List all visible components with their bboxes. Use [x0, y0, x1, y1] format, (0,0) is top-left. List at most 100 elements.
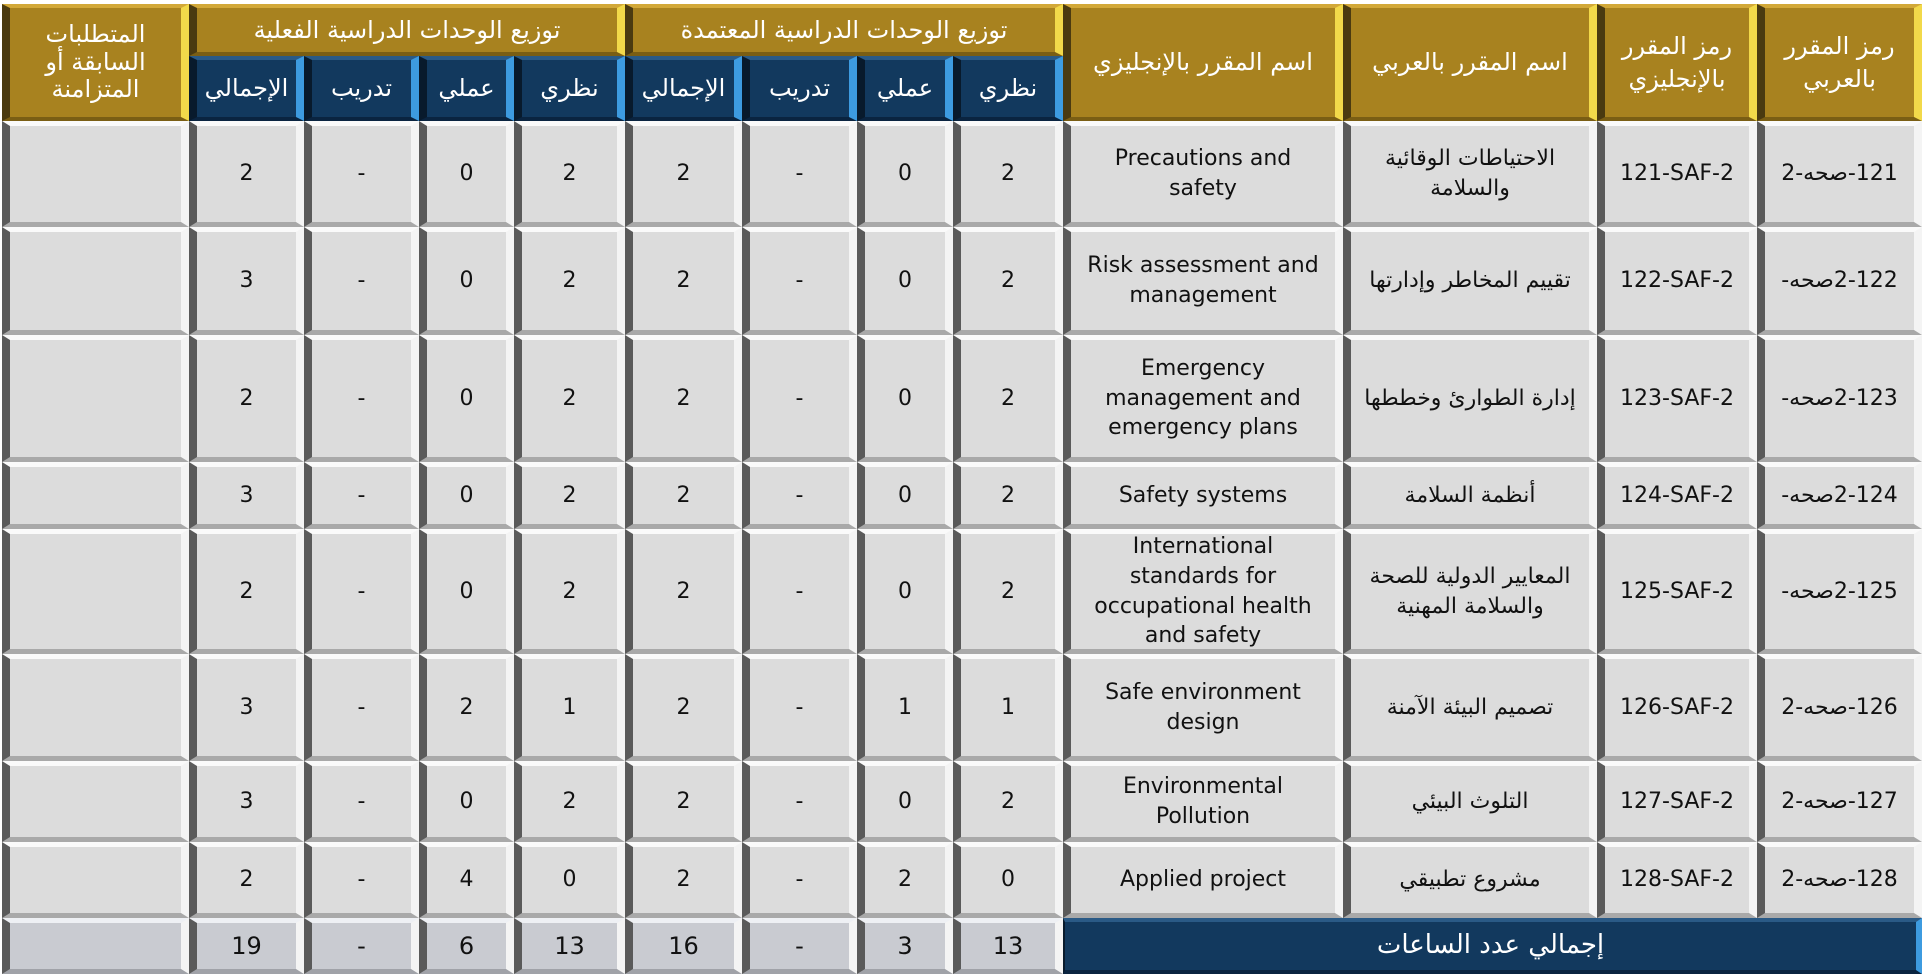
accredited-training: - — [742, 761, 857, 842]
subheader-actual-theory: نظري — [514, 56, 625, 121]
course-code-en: 122-SAF-2 — [1597, 227, 1757, 335]
actual-total: 2 — [189, 335, 304, 462]
header-actual-units: توزيع الوحدات الدراسية الفعلية — [189, 4, 625, 56]
accredited-practical: 0 — [857, 121, 953, 227]
course-code-ar: 2-125صحه- — [1757, 529, 1922, 654]
actual-training: - — [304, 121, 419, 227]
accredited-total: 2 — [625, 462, 742, 529]
actual-practical: 0 — [419, 227, 514, 335]
course-plan-table: رمز المقرر بالعربي رمز المقرر بالإنجليزي… — [2, 4, 1922, 974]
actual-training: - — [304, 462, 419, 529]
prerequisite — [2, 842, 189, 918]
accredited-training: - — [742, 529, 857, 654]
subheader-accredited-training: تدريب — [742, 56, 857, 121]
actual-training: - — [304, 335, 419, 462]
course-name-en: Risk assessment and management — [1063, 227, 1343, 335]
prerequisite — [2, 335, 189, 462]
actual-practical: 0 — [419, 529, 514, 654]
accredited-practical: 0 — [857, 529, 953, 654]
course-code-en: 127-SAF-2 — [1597, 761, 1757, 842]
actual-practical: 0 — [419, 335, 514, 462]
actual-theory: 2 — [514, 335, 625, 462]
accredited-theory: 2 — [953, 529, 1063, 654]
course-name-en: Environmental Pollution — [1063, 761, 1343, 842]
actual-training: - — [304, 654, 419, 761]
subheader-accredited-total: الإجمالي — [625, 56, 742, 121]
total-actual-practical: 6 — [419, 918, 514, 974]
total-accredited-practical: 3 — [857, 918, 953, 974]
actual-training: - — [304, 842, 419, 918]
course-code-en: 126-SAF-2 — [1597, 654, 1757, 761]
accredited-total: 2 — [625, 842, 742, 918]
total-accredited-training: - — [742, 918, 857, 974]
actual-training: - — [304, 227, 419, 335]
course-name-ar: تصميم البيئة الآمنة — [1343, 654, 1597, 761]
course-code-ar: 126-صحه-2 — [1757, 654, 1922, 761]
actual-practical: 0 — [419, 462, 514, 529]
actual-total: 3 — [189, 654, 304, 761]
course-name-ar: الاحتياطات الوقائية والسلامة — [1343, 121, 1597, 227]
course-name-ar: إدارة الطوارئ وخططها — [1343, 335, 1597, 462]
prerequisite — [2, 227, 189, 335]
accredited-theory: 2 — [953, 462, 1063, 529]
accredited-theory: 1 — [953, 654, 1063, 761]
accredited-total: 2 — [625, 761, 742, 842]
course-name-ar: مشروع تطبيقي — [1343, 842, 1597, 918]
course-code-ar: 2-123صحه- — [1757, 335, 1922, 462]
subheader-accredited-theory: نظري — [953, 56, 1063, 121]
course-name-en: Safety systems — [1063, 462, 1343, 529]
course-code-en: 128-SAF-2 — [1597, 842, 1757, 918]
total-accredited-total: 16 — [625, 918, 742, 974]
course-code-en: 123-SAF-2 — [1597, 335, 1757, 462]
total-actual-training: - — [304, 918, 419, 974]
header-accredited-units: توزيع الوحدات الدراسية المعتمدة — [625, 4, 1063, 56]
course-code-ar: 121-صحه-2 — [1757, 121, 1922, 227]
course-code-en: 124-SAF-2 — [1597, 462, 1757, 529]
accredited-total: 2 — [625, 654, 742, 761]
course-name-en: Precautions and safety — [1063, 121, 1343, 227]
course-code-ar: 127-صحه-2 — [1757, 761, 1922, 842]
course-name-ar: المعايير الدولية للصحة والسلامة المهنية — [1343, 529, 1597, 654]
accredited-total: 2 — [625, 529, 742, 654]
header-code-en: رمز المقرر بالإنجليزي — [1597, 4, 1757, 121]
actual-total: 2 — [189, 121, 304, 227]
accredited-total: 2 — [625, 121, 742, 227]
actual-total: 2 — [189, 529, 304, 654]
course-name-en: Emergency management and emergency plans — [1063, 335, 1343, 462]
actual-theory: 2 — [514, 462, 625, 529]
accredited-training: - — [742, 654, 857, 761]
actual-theory: 2 — [514, 761, 625, 842]
accredited-practical: 2 — [857, 842, 953, 918]
total-hours-label: إجمالي عدد الساعات — [1063, 918, 1922, 974]
course-code-en: 121-SAF-2 — [1597, 121, 1757, 227]
actual-theory: 2 — [514, 121, 625, 227]
header-name-en: اسم المقرر بالإنجليزي — [1063, 4, 1343, 121]
accredited-practical: 0 — [857, 761, 953, 842]
course-name-ar: أنظمة السلامة — [1343, 462, 1597, 529]
total-accredited-theory: 13 — [953, 918, 1063, 974]
header-prerequisites: المتطلبات السابقة أو المتزامنة — [2, 4, 189, 121]
actual-theory: 2 — [514, 227, 625, 335]
prerequisite — [2, 761, 189, 842]
actual-training: - — [304, 529, 419, 654]
accredited-training: - — [742, 227, 857, 335]
course-name-en: Applied project — [1063, 842, 1343, 918]
actual-training: - — [304, 761, 419, 842]
header-name-ar: اسم المقرر بالعربي — [1343, 4, 1597, 121]
actual-practical: 2 — [419, 654, 514, 761]
subheader-actual-training: تدريب — [304, 56, 419, 121]
accredited-theory: 2 — [953, 121, 1063, 227]
prerequisite — [2, 462, 189, 529]
actual-total: 3 — [189, 761, 304, 842]
accredited-theory: 0 — [953, 842, 1063, 918]
accredited-practical: 0 — [857, 335, 953, 462]
prerequisite — [2, 529, 189, 654]
actual-practical: 0 — [419, 121, 514, 227]
subheader-actual-total: الإجمالي — [189, 56, 304, 121]
actual-total: 2 — [189, 842, 304, 918]
accredited-practical: 0 — [857, 462, 953, 529]
course-code-ar: 128-صحه-2 — [1757, 842, 1922, 918]
actual-total: 3 — [189, 462, 304, 529]
course-name-en: International standards for occupational… — [1063, 529, 1343, 654]
actual-total: 3 — [189, 227, 304, 335]
